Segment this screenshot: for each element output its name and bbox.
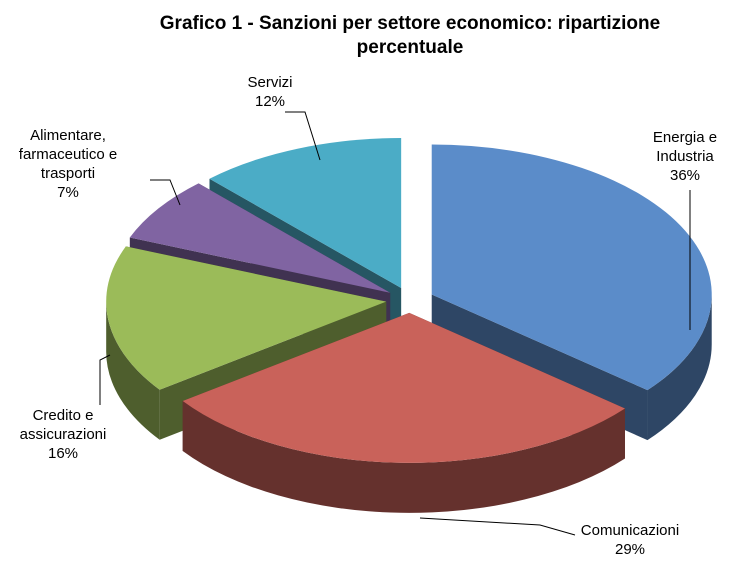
data-label: Energia e Industria 36% (640, 128, 729, 185)
slice-wall (106, 301, 160, 440)
category-label: Energia e Industria (652, 129, 718, 165)
slice-top (106, 246, 387, 390)
data-label: Comunicazioni 29% (560, 521, 700, 559)
slice-wall (182, 401, 625, 513)
category-label: Credito e assicurazioni (19, 407, 107, 443)
slice-top (182, 312, 625, 463)
value-label: 29% (614, 541, 646, 558)
slice-top (129, 183, 391, 293)
category-label: Comunicazioni (580, 522, 680, 539)
category-label: Servizi (247, 74, 293, 91)
value-label: 7% (57, 184, 79, 201)
data-label: Servizi 12% (215, 73, 325, 111)
data-label: Credito e assicurazioni 16% (8, 406, 118, 463)
slice (182, 312, 625, 513)
leader-line (99, 354, 111, 405)
leader-line (150, 179, 181, 206)
value-label: 12% (254, 93, 286, 110)
slice-top (431, 144, 712, 391)
value-label: 16% (47, 445, 79, 462)
value-label: 36% (669, 167, 701, 184)
leader-line (419, 517, 576, 536)
category-label: Alimentare, farmaceutico e trasporti (18, 127, 118, 182)
slice-wall (647, 294, 712, 441)
chart-title: Grafico 1 - Sanzioni per settore economi… (159, 13, 661, 58)
data-label: Alimentare, farmaceutico e trasporti 7% (8, 126, 128, 202)
leader-line (285, 111, 321, 161)
slice-top (209, 138, 402, 289)
